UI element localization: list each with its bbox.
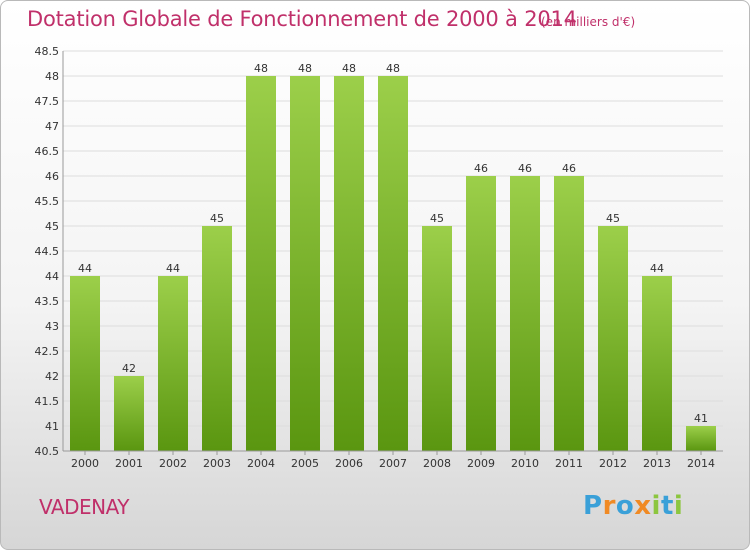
- logo-letter: i: [673, 491, 684, 521]
- y-tick-label: 45: [45, 220, 59, 233]
- y-tick-label: 41: [45, 420, 59, 433]
- axes: [62, 51, 723, 455]
- y-tick-label: 45.5: [35, 195, 60, 208]
- y-tick-label: 48.5: [35, 45, 60, 58]
- bar-2007[interactable]: [378, 76, 408, 451]
- value-label: 48: [386, 62, 400, 75]
- x-tick-label: 2001: [115, 457, 143, 470]
- value-label: 48: [254, 62, 268, 75]
- x-tick-label: 2013: [643, 457, 671, 470]
- x-tick-label: 2000: [71, 457, 99, 470]
- x-tick-label: 2007: [379, 457, 407, 470]
- bar-2003[interactable]: [202, 226, 232, 451]
- x-tick-label: 2005: [291, 457, 319, 470]
- logo-letter: o: [615, 491, 635, 521]
- y-tick-label: 43.5: [35, 295, 60, 308]
- value-label: 45: [430, 212, 444, 225]
- bar-2001[interactable]: [114, 376, 144, 451]
- labels: 40.5 41 41.5 42 42.5 43 43.5 44 44.5 45 45.5 46 46.5…: [35, 45, 716, 470]
- x-tick-label: 2009: [467, 457, 495, 470]
- value-label: 46: [562, 162, 576, 175]
- bar-2009[interactable]: [466, 176, 496, 451]
- bar-2000[interactable]: [70, 276, 100, 451]
- town-name: VADENAY: [39, 495, 129, 519]
- bar-2006[interactable]: [334, 76, 364, 451]
- value-label: 48: [298, 62, 312, 75]
- x-tick-label: 2010: [511, 457, 539, 470]
- y-tick-label: 48: [45, 70, 59, 83]
- value-label: 44: [166, 262, 180, 275]
- y-tick-label: 47: [45, 120, 59, 133]
- y-tick-label: 42: [45, 370, 59, 383]
- value-label: 44: [78, 262, 92, 275]
- bar-2004[interactable]: [246, 76, 276, 451]
- value-label: 48: [342, 62, 356, 75]
- x-tick-label: 2003: [203, 457, 231, 470]
- bar-2013[interactable]: [642, 276, 672, 451]
- bar-2010[interactable]: [510, 176, 540, 451]
- bar-2005[interactable]: [290, 76, 320, 451]
- bars: [70, 76, 716, 451]
- value-label: 42: [122, 362, 136, 375]
- value-label: 46: [518, 162, 532, 175]
- value-label: 44: [650, 262, 664, 275]
- value-label: 46: [474, 162, 488, 175]
- y-tick-label: 46: [45, 170, 59, 183]
- logo-letter: i: [651, 491, 661, 521]
- bar-2008[interactable]: [422, 226, 452, 451]
- bar-2011[interactable]: [554, 176, 584, 451]
- value-label: 41: [694, 412, 708, 425]
- logo-letter: x: [634, 491, 652, 521]
- y-tick-label: 40.5: [35, 445, 60, 458]
- x-tick-label: 2014: [687, 457, 715, 470]
- x-tick-label: 2011: [555, 457, 583, 470]
- x-tick-label: 2012: [599, 457, 627, 470]
- x-tick-label: 2004: [247, 457, 275, 470]
- logo-letter: r: [602, 491, 616, 521]
- proxiti-logo[interactable]: Proxiti: [583, 491, 683, 521]
- logo-letter: t: [660, 491, 674, 521]
- y-tick-label: 42.5: [35, 345, 60, 358]
- logo-letter: P: [583, 491, 603, 521]
- value-label: 45: [210, 212, 224, 225]
- bar-2012[interactable]: [598, 226, 628, 451]
- value-label: 45: [606, 212, 620, 225]
- bar-2002[interactable]: [158, 276, 188, 451]
- y-tick-label: 41.5: [35, 395, 60, 408]
- y-tick-label: 44: [45, 270, 59, 283]
- chart-title: Dotation Globale de Fonctionnement de 20…: [27, 7, 577, 31]
- y-tick-label: 43: [45, 320, 59, 333]
- bar-2014[interactable]: [686, 426, 716, 451]
- y-tick-label: 44.5: [35, 245, 60, 258]
- x-tick-label: 2006: [335, 457, 363, 470]
- y-tick-label: 46.5: [35, 145, 60, 158]
- chart-unit: (en milliers d'€): [541, 15, 636, 29]
- x-tick-label: 2002: [159, 457, 187, 470]
- y-tick-label: 47.5: [35, 95, 60, 108]
- x-tick-label: 2008: [423, 457, 451, 470]
